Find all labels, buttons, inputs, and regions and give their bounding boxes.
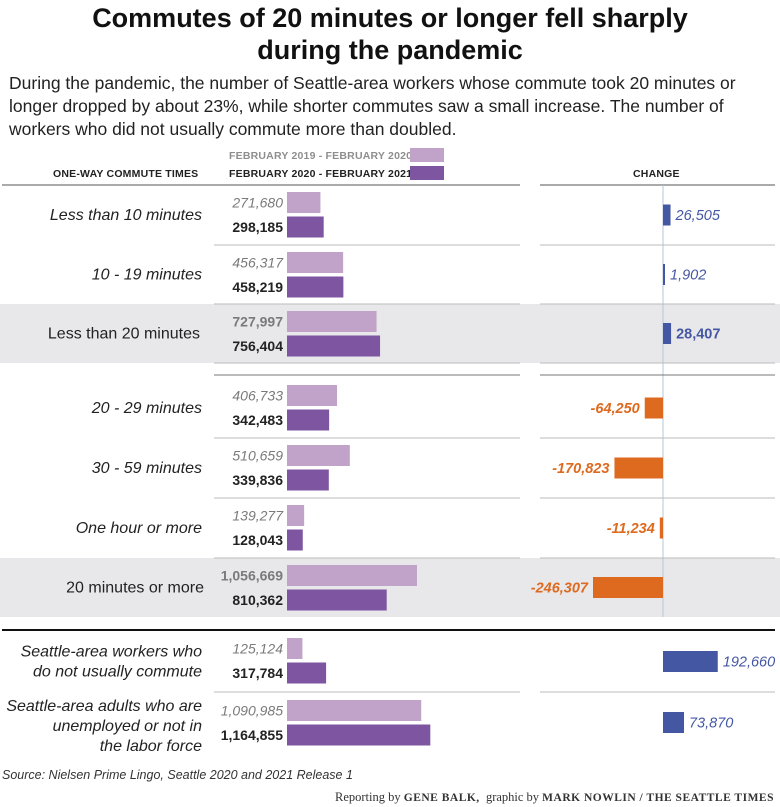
change-bar-increase (663, 323, 672, 344)
category-label: Less than 20 minutes (48, 326, 200, 343)
legend-swatch-2020 (410, 166, 444, 180)
value-label-2019: 271,680 (231, 195, 283, 211)
change-bar-increase (663, 712, 684, 733)
bar-2020 (287, 335, 381, 357)
bar-2019 (287, 311, 377, 332)
chart-subtitle: During the pandemic, the number of Seatt… (9, 73, 736, 139)
value-label-2019: 139,277 (232, 508, 284, 524)
category-label: 30 - 59 minutes (92, 460, 202, 477)
category-label: One hour or more (76, 520, 202, 537)
change-label: -11,234 (607, 521, 655, 537)
bar-2019 (287, 252, 344, 273)
chart-title-line-1: Commutes of 20 minutes or longer fell sh… (92, 3, 688, 33)
value-label-2020: 810,362 (232, 592, 283, 608)
category-label: do not usually commute (33, 664, 202, 681)
bar-2020 (287, 216, 324, 238)
bar-2020 (287, 469, 329, 491)
change-label: 192,660 (723, 655, 775, 671)
bar-2019 (287, 505, 305, 526)
credit-artist: MARK NOWLIN / THE SEATTLE TIMES (542, 792, 774, 804)
change-bar-decrease (659, 517, 663, 539)
value-label-2019: 1,090,985 (221, 703, 283, 719)
value-label-2020: 317,784 (232, 665, 283, 681)
category-label: the labor force (100, 738, 202, 755)
bar-2020 (287, 276, 344, 298)
value-label-2020: 128,043 (232, 532, 283, 548)
legend-label-2020: FEBRUARY 2020 - FEBRUARY 2021 (229, 168, 413, 180)
change-bar-decrease (614, 457, 663, 479)
value-label-2020: 339,836 (232, 472, 283, 488)
credit-line: Reporting by GENE BALK, graphic by MARK … (335, 790, 774, 805)
credit-middle: graphic by (485, 790, 540, 804)
credit-prefix: Reporting by (335, 790, 401, 804)
change-label: -64,250 (591, 401, 640, 417)
change-bar-decrease (593, 577, 663, 598)
change-label: 1,902 (670, 268, 706, 284)
legend-label-2019: FEBRUARY 2019 - FEBRUARY 2020 (229, 150, 413, 162)
value-label-2019: 125,124 (232, 641, 283, 657)
value-label-2019: 456,317 (232, 255, 284, 271)
bar-2020 (287, 724, 431, 746)
category-label: unemployed or not in (53, 718, 203, 735)
change-label: 28,407 (676, 327, 720, 343)
category-label: Seattle-area adults who are (6, 698, 202, 715)
chart-title: Commutes of 20 minutes or longer fell sh… (0, 2, 780, 66)
bar-2019 (287, 445, 350, 466)
change-label: -170,823 (552, 461, 609, 477)
value-label-2020: 298,185 (232, 219, 283, 235)
bar-2019 (287, 638, 303, 659)
change-label: -246,307 (531, 581, 589, 597)
change-bar-increase (663, 651, 718, 672)
bar-2020 (287, 529, 303, 551)
value-label-2020: 756,404 (232, 338, 283, 354)
column-header-commute-times: ONE-WAY COMMUTE TIMES (53, 168, 199, 180)
category-label: Less than 10 minutes (50, 207, 202, 224)
bar-2019 (287, 565, 417, 586)
category-label: 20 minutes or more (66, 580, 204, 597)
credit-reporter: GENE BALK, (403, 792, 480, 804)
change-bar-increase (663, 264, 665, 285)
change-bar-decrease (644, 397, 663, 419)
bar-2020 (287, 662, 327, 684)
category-label: 10 - 19 minutes (92, 267, 202, 284)
value-label-2020: 1,164,855 (221, 727, 283, 743)
bar-2019 (287, 385, 338, 406)
category-label: 20 - 29 minutes (91, 400, 202, 417)
change-label: 73,870 (689, 716, 733, 732)
chart-title-line-2: during the pandemic (257, 35, 523, 65)
column-header-change: CHANGE (633, 168, 680, 180)
bar-2019 (287, 700, 422, 721)
highlight-band (0, 304, 780, 363)
value-label-2019: 727,997 (232, 314, 283, 330)
change-label: 26,505 (675, 208, 721, 224)
value-label-2020: 342,483 (232, 412, 283, 428)
change-bar-increase (663, 204, 671, 226)
category-label: Seattle-area workers who (21, 644, 203, 661)
value-label-2020: 458,219 (232, 279, 283, 295)
value-label-2019: 1,056,669 (221, 568, 283, 584)
legend-swatch-2019 (410, 148, 444, 162)
value-label-2019: 406,733 (232, 388, 283, 404)
bar-2019 (287, 192, 321, 213)
value-label-2019: 510,659 (232, 448, 283, 464)
source-note: Source: Nielsen Prime Lingo, Seattle 202… (2, 768, 353, 782)
bar-2020 (287, 409, 330, 431)
bar-2020 (287, 589, 387, 611)
